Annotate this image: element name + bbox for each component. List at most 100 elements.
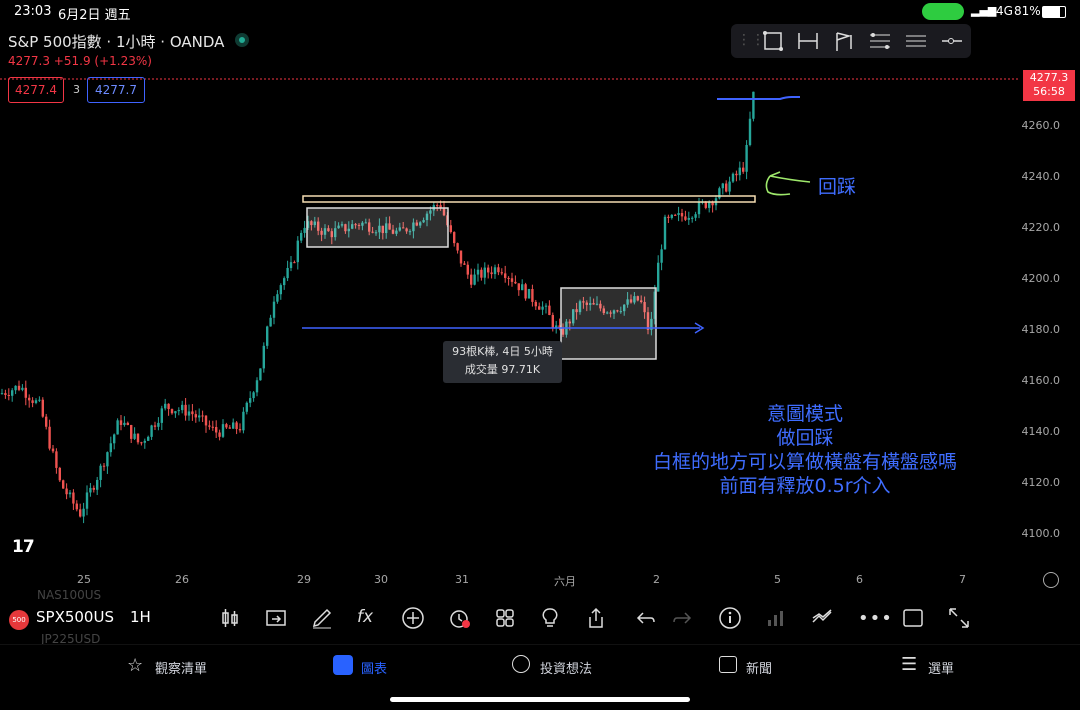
- candle-body: [181, 404, 184, 411]
- tooltip-volume: 成交量 97.71K: [464, 363, 541, 376]
- bar-chart-icon[interactable]: [764, 606, 788, 630]
- tab-chart[interactable]: 圖表: [361, 662, 388, 677]
- menu-icon: ☰: [901, 654, 918, 675]
- candle-body: [96, 479, 99, 490]
- x-tick-label: 7: [959, 573, 966, 586]
- add-icon[interactable]: [401, 606, 425, 630]
- candle-body: [643, 301, 646, 313]
- fullscreen-box-icon[interactable]: [901, 606, 925, 630]
- candle-body: [327, 228, 330, 232]
- resistance-band: [302, 195, 756, 203]
- fib-tool-icon[interactable]: [867, 29, 893, 53]
- candle-style-icon[interactable]: [218, 606, 242, 630]
- candle-body: [677, 213, 680, 215]
- candle-body: [211, 426, 214, 428]
- undo-icon[interactable]: [634, 606, 658, 630]
- candle-body: [381, 225, 384, 234]
- candle-body: [704, 201, 707, 208]
- candle-body: [228, 427, 231, 429]
- interval-button[interactable]: 1H: [130, 608, 151, 626]
- settings-gear-icon[interactable]: [1043, 572, 1059, 588]
- share-icon[interactable]: [584, 606, 608, 630]
- candle-body: [555, 325, 558, 328]
- x-tick-label: 31: [455, 573, 469, 586]
- flag-tool-icon[interactable]: [831, 29, 857, 53]
- candle-body: [245, 402, 248, 412]
- strategy-note: 意圖模式 做回踩 白框的地方可以算做橫盤有橫盤感嗎 前面有釋放0.5r介入: [600, 402, 1010, 498]
- candle-body: [439, 205, 442, 208]
- ghost-symbol: NAS100US: [37, 588, 102, 602]
- symbol-button[interactable]: SPX500US: [36, 608, 114, 626]
- candle-body: [687, 217, 690, 220]
- star-icon: ☆: [127, 655, 144, 676]
- candle-body: [568, 321, 571, 324]
- sell-button[interactable]: 4277.4: [8, 77, 64, 103]
- candle-body: [728, 181, 731, 192]
- candle-body: [517, 283, 520, 291]
- candle-body: [276, 294, 279, 302]
- candle-body: [157, 422, 160, 427]
- candle-body: [544, 305, 548, 307]
- candle-body: [55, 451, 58, 468]
- more-icon[interactable]: •••: [858, 608, 893, 629]
- candle-body: [558, 325, 561, 329]
- candle-body: [585, 302, 588, 305]
- candle-body: [262, 345, 265, 369]
- y-tick-label: 4140.0: [1021, 425, 1061, 439]
- pullback-label: 回踩: [818, 176, 857, 198]
- tab-menu[interactable]: 選單: [928, 662, 955, 677]
- candle-body: [286, 267, 289, 279]
- candle-body: [102, 465, 106, 467]
- price-chart[interactable]: [0, 24, 1080, 594]
- candle-body: [303, 227, 306, 233]
- y-tick-label: 4160.0: [1021, 374, 1061, 388]
- redo-icon[interactable]: [670, 606, 694, 630]
- candle-body: [140, 442, 143, 444]
- x-tick-label: 26: [175, 573, 189, 586]
- candle-body: [640, 300, 643, 302]
- brush-icon[interactable]: [310, 606, 334, 630]
- tooltip-bars: 93根K棒, 4日 5小時: [452, 345, 553, 358]
- home-indicator[interactable]: [390, 697, 690, 702]
- candle-body: [575, 309, 578, 313]
- tab-news[interactable]: 新聞: [746, 662, 773, 677]
- candle-body: [541, 306, 544, 310]
- target-line: [717, 96, 800, 100]
- tab-watchlist[interactable]: 觀察清單: [155, 662, 208, 677]
- candle-body: [429, 210, 432, 214]
- candle-body: [225, 424, 228, 428]
- candle-body: [242, 411, 245, 431]
- x-tick-label: 30: [374, 573, 388, 586]
- rectangle-tool-icon[interactable]: [761, 29, 785, 53]
- tab-ideas[interactable]: 投資想法: [540, 662, 593, 677]
- compare-icon[interactable]: [810, 606, 834, 630]
- candle-body: [34, 400, 38, 403]
- buy-button[interactable]: 4277.7: [87, 77, 145, 103]
- layout-icon[interactable]: [493, 606, 517, 630]
- range-measure-tooltip: 93根K棒, 4日 5小時 成交量 97.71K: [443, 341, 562, 383]
- horizontal-ray-icon[interactable]: [939, 29, 965, 53]
- candle-body: [354, 224, 357, 226]
- indicators-icon[interactable]: fx: [357, 607, 374, 627]
- candle-body: [7, 394, 10, 396]
- expand-icon[interactable]: [947, 606, 971, 630]
- parallel-channel-icon[interactable]: [903, 29, 929, 53]
- candle-body: [497, 267, 500, 273]
- candle-body: [344, 224, 347, 232]
- candle-body: [72, 492, 75, 504]
- candle-body: [174, 411, 177, 414]
- candle-body: [133, 433, 136, 439]
- candle-body: [735, 173, 738, 176]
- info-icon[interactable]: [718, 606, 742, 630]
- x-tick-label: 6: [856, 573, 863, 586]
- date-range-tool-icon[interactable]: [795, 29, 821, 53]
- candle-body: [31, 400, 34, 403]
- candle-body: [310, 221, 313, 226]
- candle-body: [466, 264, 469, 275]
- alarm-icon[interactable]: [447, 606, 471, 630]
- candle-body: [473, 274, 476, 285]
- replay-icon[interactable]: [264, 606, 288, 630]
- lightbulb-icon[interactable]: [538, 606, 562, 630]
- price-change: 4277.3 +51.9 (+1.23%): [8, 54, 152, 68]
- drag-handle-icon[interactable]: ⋮⋮: [737, 32, 765, 48]
